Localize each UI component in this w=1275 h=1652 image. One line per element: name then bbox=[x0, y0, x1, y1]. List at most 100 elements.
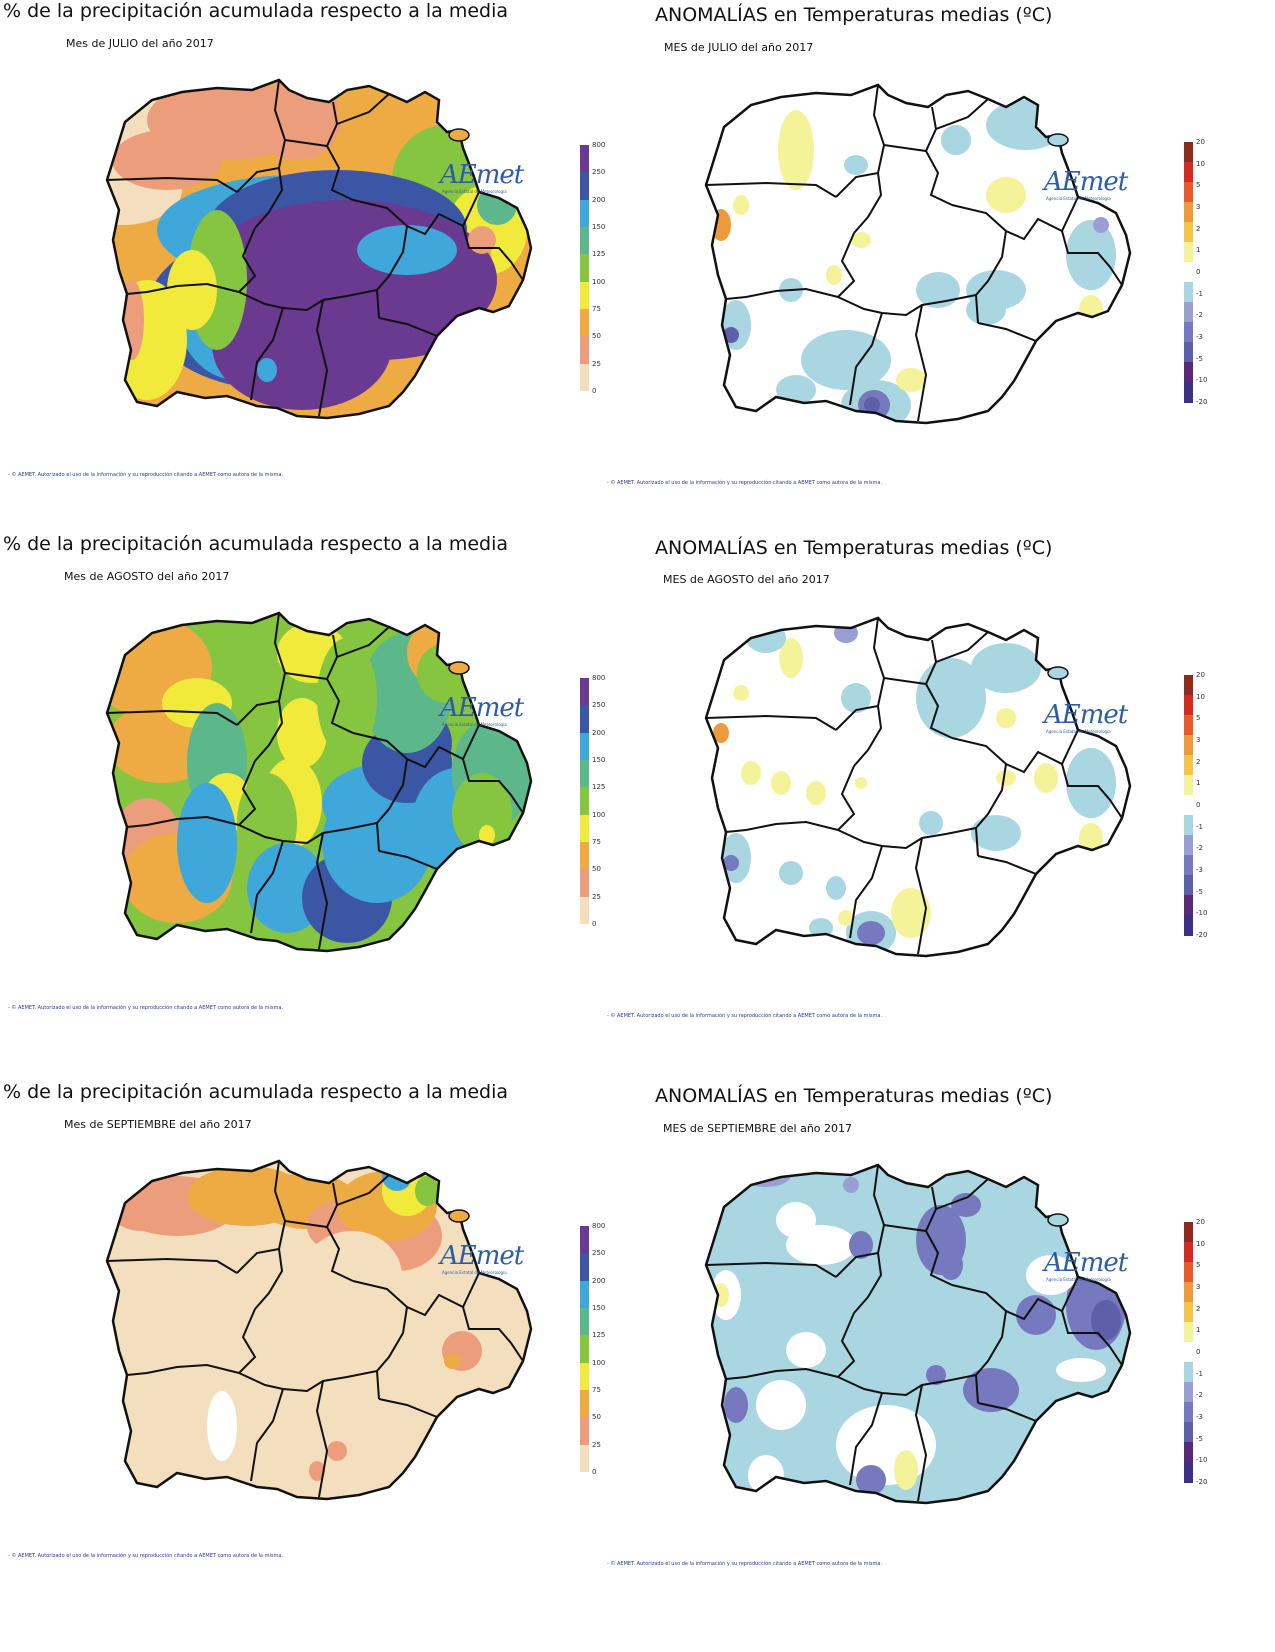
value-area bbox=[397, 1163, 427, 1179]
legend-swatch bbox=[1184, 675, 1193, 696]
province-border bbox=[1061, 230, 1123, 286]
province-border bbox=[914, 1384, 928, 1502]
province-border bbox=[837, 1312, 856, 1378]
legend-swatch bbox=[1184, 1342, 1193, 1363]
value-area bbox=[277, 698, 327, 768]
anom-title: ANOMALÍAS en Temperaturas medias (ºC) bbox=[655, 1085, 1053, 1107]
legend-swatch bbox=[1184, 1262, 1193, 1283]
copyright-footer: - © AEMET. Autorizado el uso de la infor… bbox=[8, 1553, 284, 1559]
value-area bbox=[733, 195, 749, 215]
legend-swatch bbox=[580, 336, 589, 365]
province-border bbox=[837, 232, 856, 298]
precip-title: % de la precipitación acumulada respecto… bbox=[3, 0, 509, 22]
province-border bbox=[925, 150, 953, 206]
legend-swatch bbox=[1184, 895, 1193, 916]
province-border bbox=[106, 1257, 238, 1274]
province-border bbox=[925, 1230, 953, 1286]
legend-swatch bbox=[580, 363, 589, 392]
legend-swatch bbox=[580, 705, 589, 734]
province-border bbox=[315, 832, 329, 950]
legend-swatch bbox=[1184, 1462, 1193, 1483]
anom-title: ANOMALÍAS en Temperaturas medias (ºC) bbox=[655, 537, 1053, 559]
province-border bbox=[254, 167, 284, 229]
legend-label: 50 bbox=[592, 1413, 601, 1422]
province-border bbox=[378, 1398, 438, 1418]
value-area bbox=[826, 265, 842, 285]
legend-label: 10 bbox=[1196, 159, 1205, 168]
province-border bbox=[336, 626, 390, 658]
value-area bbox=[1091, 1300, 1121, 1340]
value-area bbox=[733, 685, 749, 701]
province-border bbox=[837, 294, 977, 317]
legend-label: 200 bbox=[592, 1276, 606, 1285]
province-border bbox=[462, 225, 524, 281]
province-border bbox=[126, 1363, 240, 1376]
legend-label: -1 bbox=[1196, 822, 1203, 831]
value-area bbox=[894, 1450, 918, 1490]
legend-label: 3 bbox=[1196, 736, 1201, 744]
value-area bbox=[122, 803, 172, 833]
value-area bbox=[713, 723, 729, 743]
province-border bbox=[284, 634, 339, 681]
province-border bbox=[835, 84, 886, 198]
legend-swatch bbox=[1184, 915, 1193, 936]
legend-swatch bbox=[1184, 362, 1193, 383]
region-outline bbox=[704, 1163, 1132, 1505]
province-border bbox=[326, 145, 354, 201]
legend-swatch bbox=[580, 1280, 589, 1309]
aemet-logo: AEmet Agencia Estatal de Meteorología bbox=[1044, 167, 1128, 203]
legend-swatch bbox=[580, 281, 589, 310]
province-border bbox=[725, 820, 839, 833]
legend-label: 20 bbox=[1196, 671, 1205, 679]
province-border bbox=[935, 631, 989, 663]
enclave-area bbox=[1047, 133, 1069, 147]
legend-label: 75 bbox=[592, 305, 601, 313]
province-border bbox=[250, 307, 284, 401]
precipitation-map bbox=[105, 78, 533, 420]
precip-subtitle: Mes de SEPTIEMBRE del año 2017 bbox=[64, 1118, 252, 1131]
province-border bbox=[315, 1380, 329, 1498]
legend-label: 0 bbox=[1196, 801, 1201, 809]
legend-swatch bbox=[1184, 695, 1193, 716]
aemet-logo: AEmet Agencia Estatal de Meteorología bbox=[440, 1241, 524, 1277]
province-border bbox=[925, 683, 953, 739]
legend-swatch bbox=[1184, 142, 1193, 163]
copyright-footer: - © AEMET. Autorizado el uso de la infor… bbox=[8, 1005, 284, 1011]
province-border bbox=[462, 758, 524, 814]
legend-label: 250 bbox=[592, 701, 606, 710]
legend-label: 0 bbox=[592, 920, 597, 928]
province-border bbox=[336, 1174, 390, 1206]
legend-swatch bbox=[580, 1417, 589, 1446]
province-border bbox=[1061, 763, 1123, 819]
province-border bbox=[250, 840, 284, 934]
value-area bbox=[177, 783, 237, 903]
value-area bbox=[112, 130, 222, 190]
value-area bbox=[806, 781, 826, 805]
legend-label: -20 bbox=[1196, 398, 1208, 406]
value-area bbox=[415, 1176, 439, 1206]
province-border bbox=[849, 1392, 883, 1486]
value-area bbox=[337, 85, 397, 135]
value-area bbox=[778, 110, 814, 190]
province-border bbox=[236, 1160, 287, 1274]
map-base-fill bbox=[706, 618, 1130, 956]
precipitation-legend: 800 250 200 150 125 100 75 50 25 0 bbox=[580, 675, 614, 928]
province-border bbox=[326, 1226, 354, 1282]
legend-swatch bbox=[580, 787, 589, 816]
legend-swatch bbox=[1184, 775, 1193, 796]
legend-swatch bbox=[1184, 262, 1193, 283]
legend-swatch bbox=[580, 1390, 589, 1418]
legend-label: 0 bbox=[1196, 1348, 1201, 1356]
legend-label: 0 bbox=[592, 1468, 597, 1476]
map-base-fill bbox=[706, 85, 1130, 423]
legend-swatch bbox=[1184, 1442, 1193, 1463]
temperature-anomaly-map bbox=[704, 83, 1132, 425]
value-area bbox=[966, 295, 1006, 325]
legend-label: 100 bbox=[592, 810, 606, 819]
anomaly-legend: 20 10 5 3 2 1 0 -1 -2 -3 -5 -10 -20 bbox=[1184, 671, 1218, 939]
province-border bbox=[378, 317, 438, 337]
value-area bbox=[1079, 823, 1103, 853]
aemet-logo-text: AEmet bbox=[440, 1241, 524, 1271]
legend-label: 200 bbox=[592, 728, 606, 737]
